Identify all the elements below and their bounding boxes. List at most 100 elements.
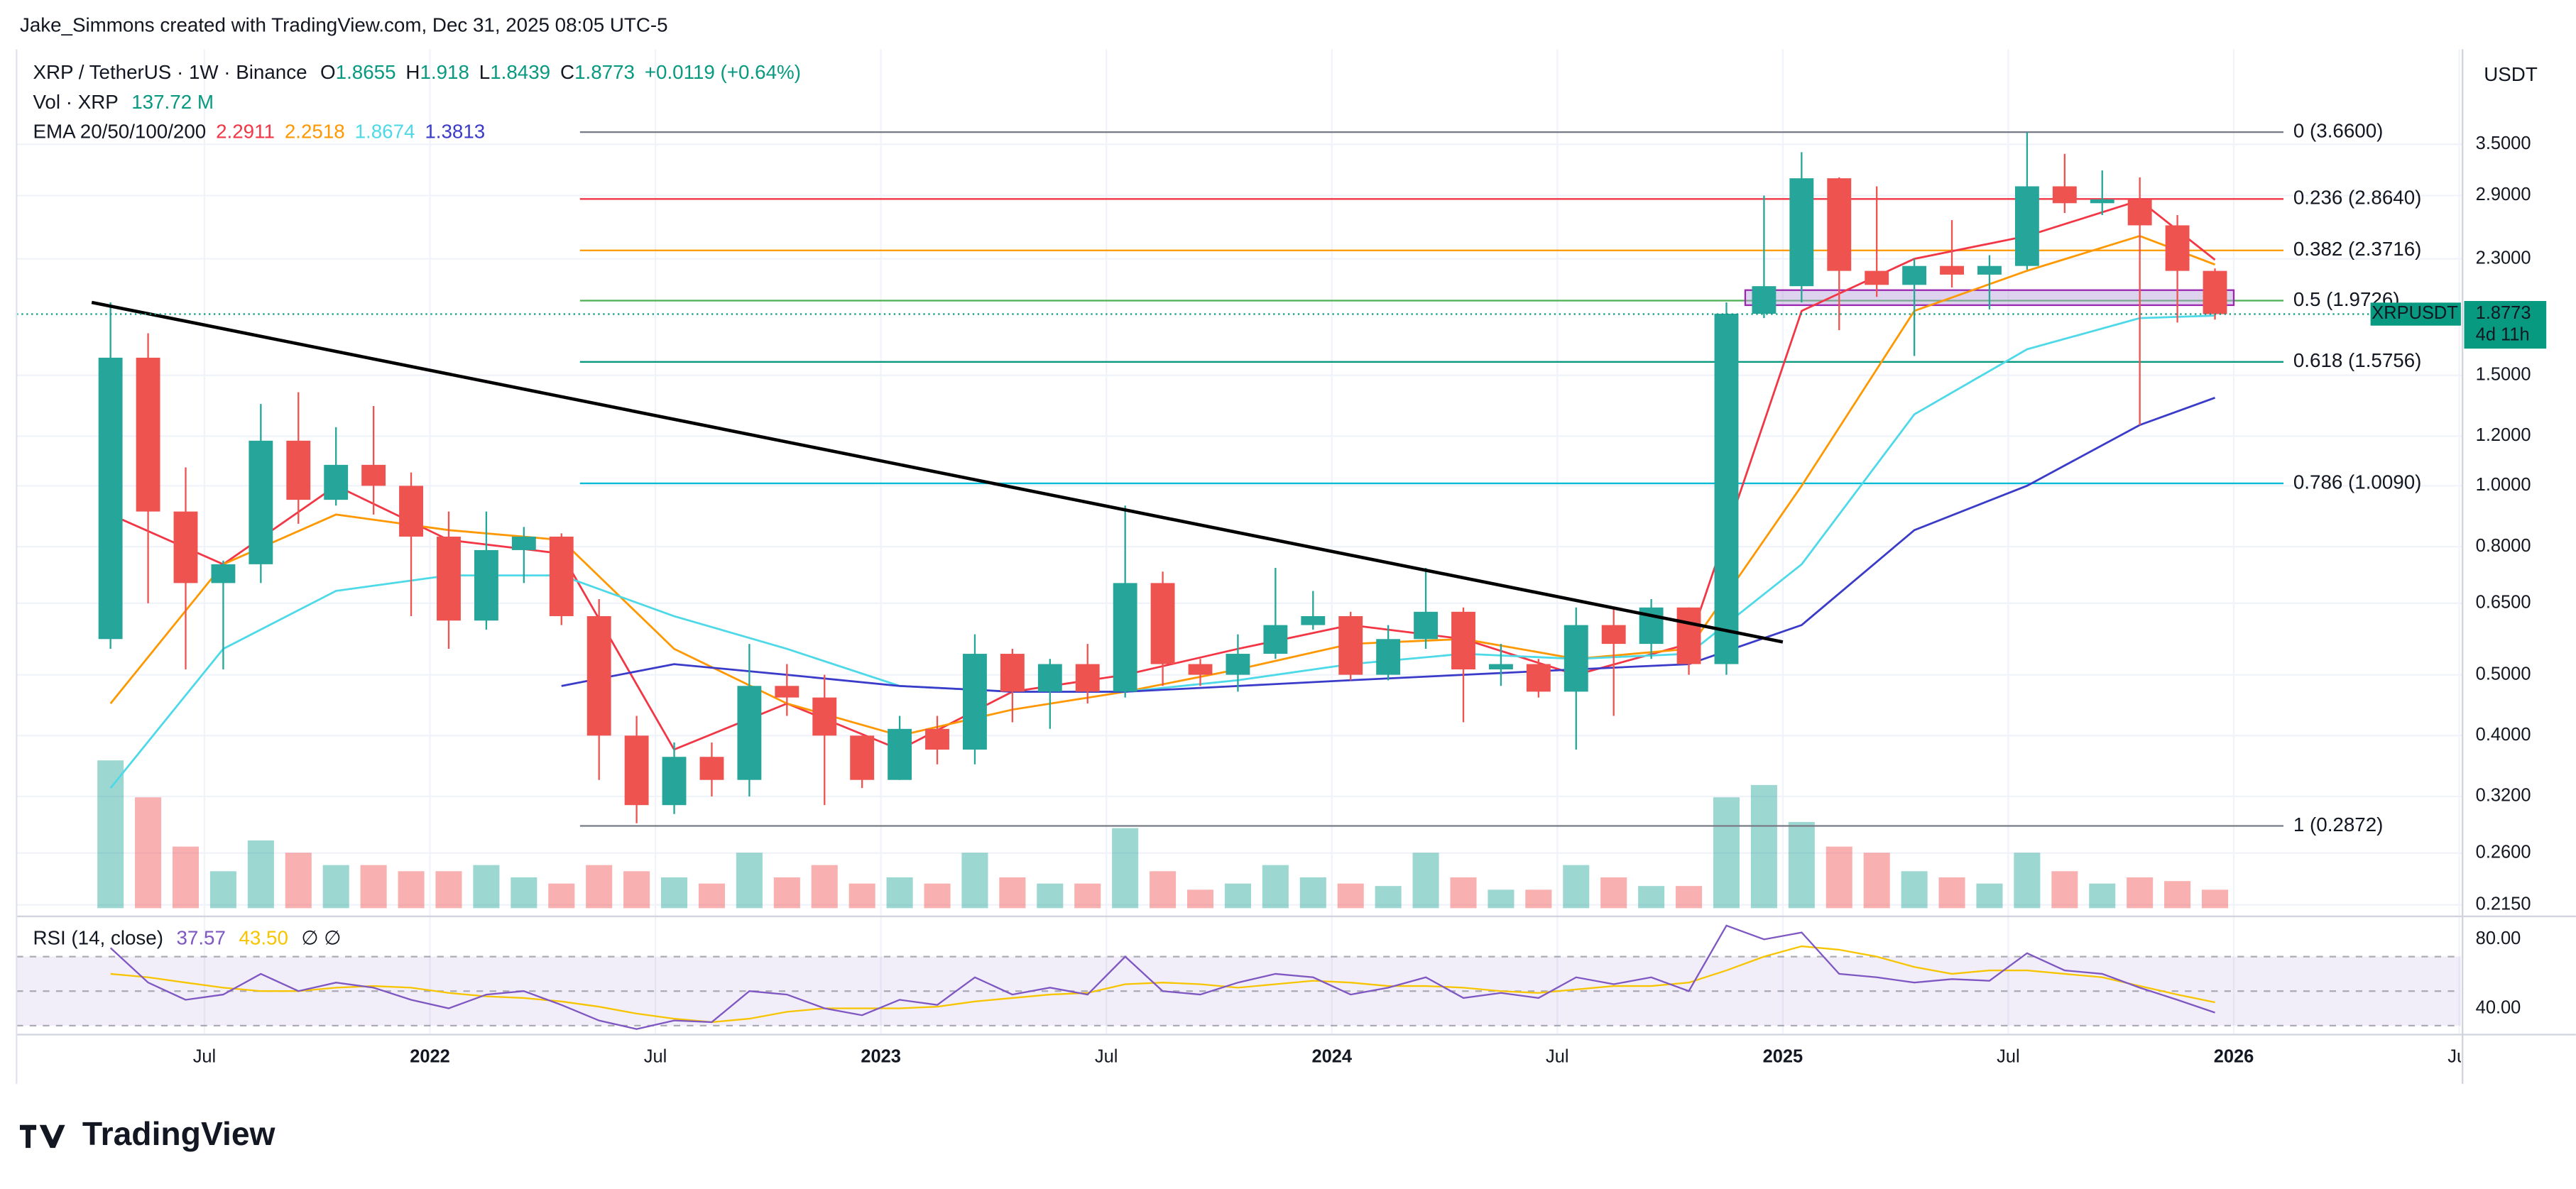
volume-bar [1375,886,1402,909]
y-tick-label: 3.5000 [2476,133,2531,153]
volume-bar [548,883,575,909]
candle-body [737,686,762,780]
currency: USDT [2484,63,2538,85]
candle-body [361,464,386,486]
o-label: O [320,61,336,83]
candle-body [1827,178,1852,271]
volume-bar [1713,797,1740,909]
candle-body [1000,654,1025,692]
legend-ema: EMA 20/50/100/200 2.2911 2.2518 1.8674 1.381… [33,121,485,143]
candle-body [437,536,461,621]
volume-bar [1450,877,1477,909]
candle-body [136,357,160,512]
ema-label: EMA 20/50/100/200 [33,121,206,143]
candle-body [624,735,649,806]
candle-body [1037,664,1062,692]
fib-label: 0 (3.6600) [2293,119,2384,141]
x-tick-label: 2022 [410,1047,450,1067]
volume-value: 137.72 M [131,91,214,113]
ema-line [109,234,2216,737]
legend-main: XRP / TetherUS · 1W · Binance O1.8655 H1.9… [33,61,800,83]
y-tick-label: 2.9000 [2476,185,2531,204]
volume-bar [1976,883,2003,909]
h-label: H [405,61,420,83]
volume-bar [1863,853,1890,909]
plot-area: Jul 2022 Jul 2023 Jul 2024 Jul 2025 Jul 2026 Jul 0 … [16,119,2461,1067]
fib-label: 0.236 (2.8640) [2293,187,2422,209]
volume-bar [924,883,951,909]
countdown: 4d 11h [2476,324,2530,344]
candle-body [1752,286,1777,314]
x-tick-label: 2023 [861,1047,901,1067]
volume-bar [886,877,913,909]
l-value: 1.8439 [490,61,550,83]
volume-bar [1750,784,1777,909]
volume-bar [2127,877,2154,909]
candle-body [249,440,273,564]
volume-bar [1600,877,1627,909]
candle-body [775,686,799,698]
volume-bar [1112,828,1139,909]
candle-body [1977,265,2002,275]
volume-bar [1412,853,1439,909]
ticker: XRPUSDT [2372,303,2458,323]
candle-body [1902,265,1927,285]
volume-bar [2202,889,2229,909]
price-tag [2464,301,2547,349]
y-tick-label: 0.2600 [2476,842,2531,862]
volume-bar [1224,883,1251,909]
candle-body [1150,583,1175,664]
y-tick-label: 2.3000 [2476,248,2531,268]
candle-body [850,735,875,780]
candle-body [2090,199,2114,204]
x-tick-label: Jul [1997,1047,2020,1067]
candle-body [888,728,912,780]
volume-bar [999,877,1026,909]
candle-body [662,757,687,806]
candle-body [1263,625,1288,654]
volume-bar [285,853,312,909]
ema-line [110,199,2216,751]
volume-bar [247,840,274,909]
c-value: 1.8773 [574,61,635,83]
volume-bar [1186,889,1214,909]
candle-body [2165,225,2190,271]
candle-body [1301,615,1326,625]
candle-body [1414,611,1439,640]
volume-bar [661,877,688,909]
ticker-tag [2370,302,2461,326]
credit: Jake_Simmons created with TradingView.co… [20,13,668,35]
candle-body [1563,625,1588,692]
volume-bar [435,871,462,909]
rsi-extra: ∅ ∅ [301,927,341,949]
volume-bar [1901,871,1928,909]
volume-bar [623,871,650,909]
volume-bar [1488,889,1515,909]
ema-line [561,397,2216,693]
rsi-value: 37.57 [176,927,225,949]
last-price: 1.8773 [2476,303,2531,323]
volume-bar [2051,871,2078,909]
fib-label: 0.382 (2.3716) [2293,238,2422,260]
candle-body [586,615,611,736]
ema-line [109,314,2215,789]
volume-bar [1825,846,1852,909]
candle-body [1940,265,1964,275]
x-tick-label: Jul [1095,1047,1118,1067]
volume-bar [135,797,162,909]
candle-body [549,536,574,616]
y-tick-label: 0.8000 [2476,536,2531,556]
x-tick-label: Jul [1546,1047,1569,1067]
candle-body [699,757,724,780]
volume-bar [2089,883,2116,909]
l-label: L [479,61,490,83]
legend-rsi: RSI (14, close) 37.57 43.50 ∅ ∅ [33,927,341,949]
ema-value: 2.2911 [216,121,275,143]
x-tick-label: 2024 [1311,1047,1352,1067]
candle-body [474,549,498,621]
candle-body [1338,615,1363,675]
x-tick-label: 2025 [1763,1047,1803,1067]
volume-bar [1788,821,1815,909]
ema-value: 2.2518 [285,121,345,143]
